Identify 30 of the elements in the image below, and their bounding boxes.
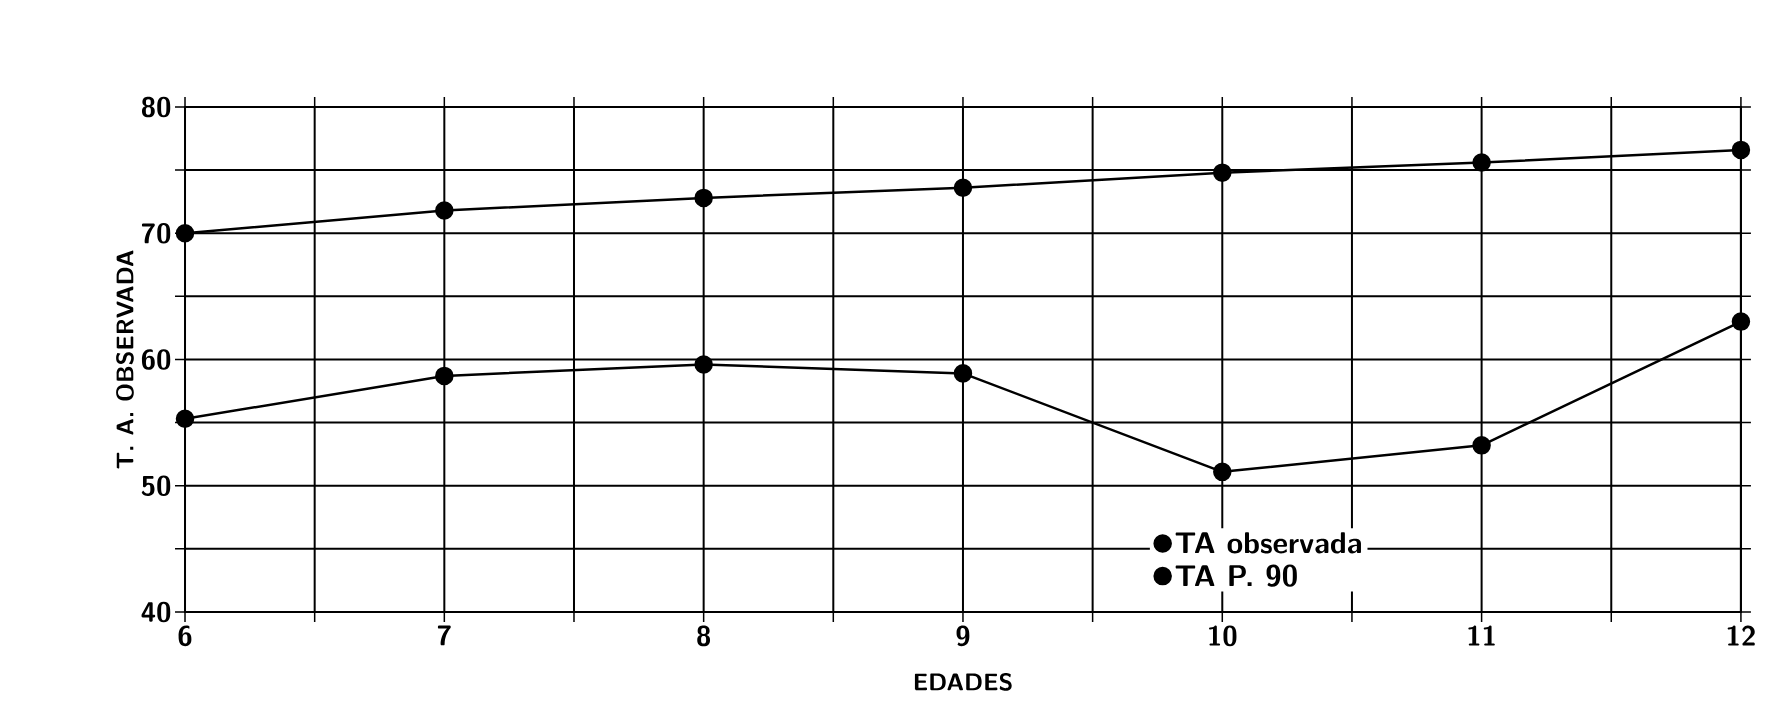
point <box>175 409 195 429</box>
point <box>1213 163 1232 182</box>
x-tick-label: 9 <box>956 625 970 647</box>
point <box>1472 436 1491 455</box>
point <box>435 201 454 220</box>
point <box>694 355 713 374</box>
point <box>1472 153 1491 172</box>
point <box>953 178 973 198</box>
x-tick-label: 11 <box>1468 625 1495 646</box>
y-tick-label: 70 <box>141 222 171 244</box>
point <box>175 223 195 243</box>
legend-label: TA P. 90 <box>1175 564 1297 587</box>
x-tick-label: 8 <box>697 625 711 647</box>
point <box>953 364 973 383</box>
point <box>1731 140 1751 160</box>
legend-label: TA observada <box>1175 532 1361 554</box>
y-tick-label: 80 <box>141 96 171 118</box>
y-tick-label: 60 <box>141 349 171 370</box>
point <box>435 366 454 386</box>
point <box>694 188 713 208</box>
y-tick-label: 50 <box>141 475 171 497</box>
y-axis-title: T. A. OBSERVADA <box>116 250 134 469</box>
x-tick-label: 7 <box>437 625 451 646</box>
x-axis-title: EDADES <box>914 673 1012 691</box>
x-tick-label: 10 <box>1209 625 1237 647</box>
point <box>1731 312 1751 331</box>
point <box>1213 462 1232 482</box>
x-tick-label: 12 <box>1727 625 1755 646</box>
x-tick-label: 6 <box>178 625 192 647</box>
y-tick-label: 40 <box>141 601 171 623</box>
